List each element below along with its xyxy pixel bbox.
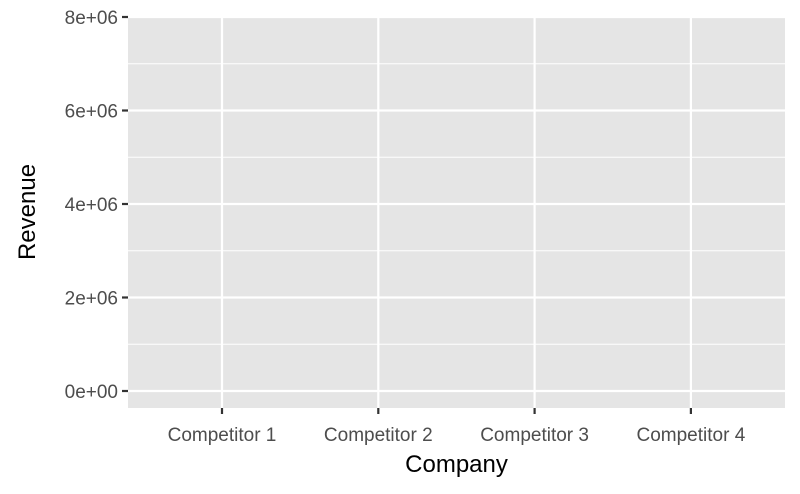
y-tick-label: 4e+06	[65, 195, 118, 216]
x-tick-label: Competitor 1	[168, 425, 277, 446]
x-tick-label: Competitor 3	[480, 425, 589, 446]
major-gridlines	[128, 15, 785, 408]
y-axis: 0e+00 2e+06 4e+06 6e+06 8e+06	[65, 8, 128, 403]
y-tick-label: 0e+00	[65, 382, 118, 403]
y-axis-title: Revenue	[14, 164, 41, 260]
x-tick-label: Competitor 2	[324, 425, 433, 446]
y-tick-label: 2e+06	[65, 289, 118, 310]
plot-panel	[128, 16, 785, 408]
minor-gridlines	[128, 63, 785, 345]
y-tick-label: 8e+06	[65, 8, 118, 29]
y-tick-label: 6e+06	[65, 102, 118, 123]
x-axis-title: Company	[405, 451, 508, 478]
x-axis: Competitor 1 Competitor 2 Competitor 3 Comp…	[168, 408, 746, 446]
x-tick-label: Competitor 4	[637, 425, 746, 446]
